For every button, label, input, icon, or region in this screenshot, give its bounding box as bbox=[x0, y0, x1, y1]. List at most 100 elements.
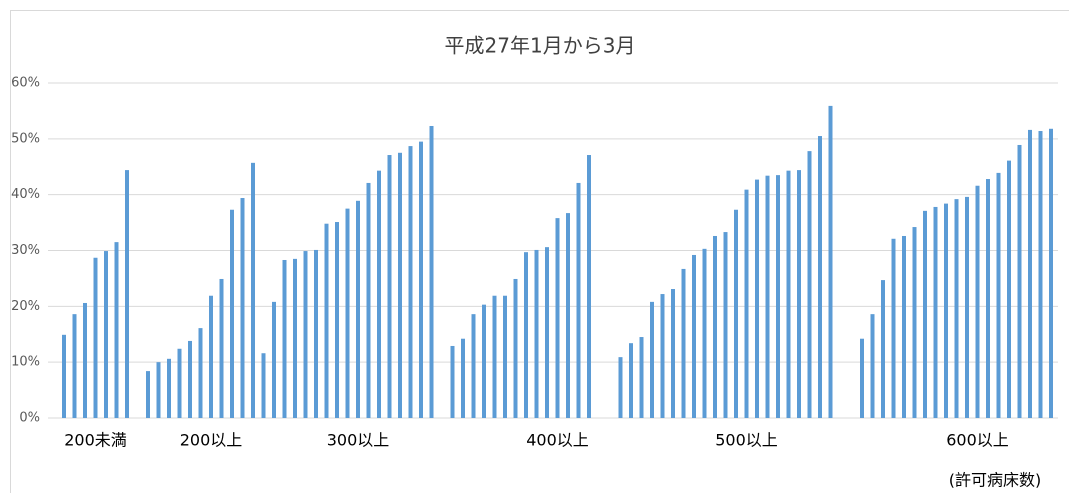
bar bbox=[996, 172, 1001, 418]
bar bbox=[870, 314, 875, 418]
y-tick-label: 20% bbox=[11, 299, 40, 314]
bar bbox=[240, 198, 245, 418]
bar bbox=[492, 295, 497, 418]
bar bbox=[933, 206, 938, 418]
bar bbox=[167, 358, 171, 418]
y-tick-label: 30% bbox=[11, 243, 40, 258]
bar bbox=[702, 248, 707, 418]
bar bbox=[975, 185, 980, 418]
bar bbox=[482, 304, 486, 418]
bar bbox=[618, 357, 623, 418]
bar bbox=[786, 170, 791, 418]
bar bbox=[72, 314, 77, 418]
bar bbox=[944, 203, 948, 418]
bar bbox=[881, 280, 885, 418]
bar bbox=[639, 337, 644, 418]
bar bbox=[408, 146, 413, 418]
bar bbox=[314, 249, 318, 418]
bar bbox=[356, 200, 360, 418]
bar bbox=[377, 170, 381, 418]
bar bbox=[902, 235, 906, 418]
bar bbox=[177, 348, 182, 418]
bar bbox=[555, 218, 560, 418]
bar bbox=[965, 196, 969, 418]
bar bbox=[83, 302, 87, 418]
bar bbox=[923, 210, 927, 418]
bar bbox=[1017, 144, 1022, 418]
bar bbox=[660, 294, 665, 418]
y-tick-label: 0% bbox=[19, 411, 40, 426]
x-axis-label: (許可病床数) bbox=[949, 471, 1042, 490]
bar bbox=[219, 278, 224, 418]
bar bbox=[545, 247, 549, 418]
bar bbox=[797, 170, 801, 418]
bar bbox=[324, 223, 329, 418]
bar bbox=[366, 182, 371, 418]
bar bbox=[461, 338, 465, 418]
bar bbox=[282, 259, 287, 418]
bar bbox=[734, 209, 738, 418]
bar bbox=[450, 345, 455, 418]
bar bbox=[650, 301, 654, 418]
bar bbox=[534, 249, 539, 418]
bar bbox=[209, 295, 213, 418]
chart-title: 平成27年1月から3月 bbox=[445, 34, 636, 58]
bar bbox=[114, 242, 119, 418]
bar bbox=[62, 334, 66, 418]
bar bbox=[860, 338, 864, 418]
bar bbox=[818, 136, 822, 418]
x-tick-label: 400以上 bbox=[526, 431, 589, 450]
bar bbox=[713, 235, 717, 418]
bar bbox=[303, 251, 308, 418]
y-tick-label: 50% bbox=[11, 131, 40, 146]
bar bbox=[387, 155, 392, 418]
bar bbox=[765, 175, 770, 418]
bar bbox=[755, 179, 759, 418]
bar bbox=[198, 328, 203, 418]
bar bbox=[93, 257, 98, 418]
bar bbox=[744, 189, 749, 418]
bar bbox=[776, 175, 780, 418]
bar bbox=[681, 268, 686, 418]
bar bbox=[692, 254, 696, 418]
bar bbox=[576, 182, 581, 418]
bar bbox=[293, 258, 297, 418]
bar bbox=[524, 252, 528, 418]
y-tick-label: 60% bbox=[11, 76, 40, 91]
bar bbox=[671, 289, 675, 418]
bar bbox=[335, 222, 339, 418]
bar bbox=[954, 199, 959, 418]
bar bbox=[345, 208, 350, 418]
bar bbox=[188, 340, 192, 418]
bar bbox=[1028, 129, 1032, 418]
bar bbox=[503, 295, 507, 418]
bar bbox=[146, 371, 150, 418]
bar bbox=[513, 278, 518, 418]
bar bbox=[398, 152, 402, 418]
bar bbox=[566, 213, 570, 418]
bar bbox=[912, 227, 917, 418]
bar bbox=[125, 170, 129, 418]
x-tick-label: 200以上 bbox=[180, 431, 243, 450]
y-tick-label: 10% bbox=[11, 355, 40, 370]
x-tick-label: 300以上 bbox=[327, 431, 390, 450]
bar bbox=[587, 155, 591, 418]
chart-border bbox=[10, 10, 1069, 493]
bar bbox=[419, 141, 423, 418]
bar bbox=[471, 314, 476, 418]
bar bbox=[1038, 131, 1043, 418]
bar bbox=[891, 238, 896, 418]
bar bbox=[261, 353, 266, 418]
bar bbox=[156, 362, 161, 418]
bar bbox=[828, 105, 833, 419]
bar bbox=[629, 343, 633, 418]
bar bbox=[104, 251, 108, 418]
bar bbox=[1049, 128, 1053, 419]
bar bbox=[251, 162, 255, 418]
y-tick-label: 40% bbox=[11, 187, 40, 202]
bar bbox=[807, 151, 812, 418]
x-tick-label: 600以上 bbox=[946, 431, 1009, 450]
bar bbox=[272, 301, 276, 418]
x-tick-label: 500以上 bbox=[715, 431, 778, 450]
